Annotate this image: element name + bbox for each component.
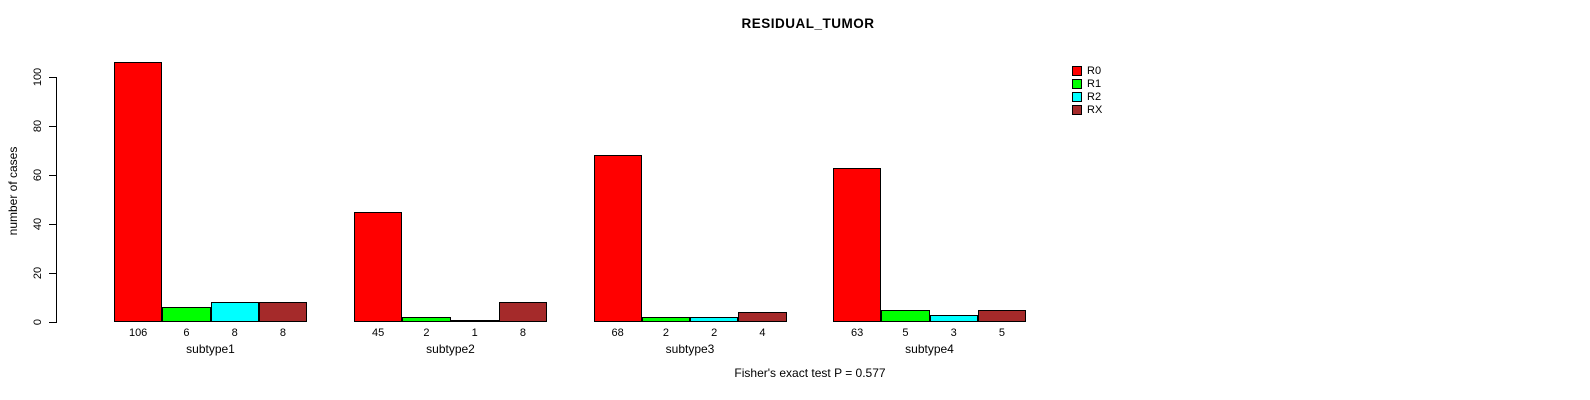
legend-label: R0 [1087,65,1102,77]
bar-r2-subtype3 [690,317,739,322]
bar-r1-subtype3 [641,317,690,322]
legend-item-r1: R1 [1072,78,1102,90]
bar-rx-subtype4 [977,309,1026,322]
bar-r2-subtype1 [210,302,259,322]
y-tick-mark [49,272,57,274]
y-axis [56,77,57,323]
category-label-subtype4: subtype4 [905,342,954,356]
y-tick-label: 80 [32,119,44,133]
y-tick-mark [49,174,57,176]
y-axis-label: number of cases [6,146,20,236]
bar-r1-subtype1 [162,307,211,322]
y-tick-label: 0 [32,318,44,326]
bar-value-label: 8 [231,327,238,339]
legend-item-rx: RX [1072,104,1103,116]
bar-value-label: 6 [183,327,190,339]
fisher-test-annotation: Fisher's exact test P = 0.577 [734,366,886,380]
bar-value-label: 4 [759,327,766,339]
legend-item-r2: R2 [1072,91,1102,103]
y-tick-mark [49,125,57,127]
bar-value-label: 63 [851,327,864,339]
bar-value-label: 3 [950,327,957,339]
bar-value-label: 8 [519,327,526,339]
legend-label: R2 [1087,91,1102,103]
bar-value-label: 8 [279,327,286,339]
bar-r2-subtype4 [929,314,978,322]
legend-label: RX [1087,104,1103,116]
bar-r0-subtype1 [114,62,163,322]
bar-rx-subtype2 [498,302,547,322]
bar-rx-subtype3 [738,312,787,322]
bar-value-label: 1 [471,327,478,339]
bar-r1-subtype2 [402,317,451,322]
bar-r0-subtype2 [354,211,403,322]
legend-swatch-r1 [1072,79,1082,89]
y-tick-label: 60 [32,168,44,182]
legend-label: R1 [1087,78,1102,90]
legend-item-r0: R0 [1072,65,1102,77]
bar-value-label: 2 [662,327,669,339]
category-label-subtype2: subtype2 [426,342,475,356]
bar-value-label: 2 [423,327,430,339]
legend-swatch-rx [1072,105,1082,115]
bar-value-label: 5 [902,327,909,339]
legend: R0 R1 R2 RX [1072,65,1103,116]
y-tick-mark [49,321,57,323]
bar-value-label: 106 [128,327,148,339]
y-tick-label: 40 [32,217,44,231]
legend-swatch-r2 [1072,92,1082,102]
bar-value-label: 2 [711,327,718,339]
y-tick-label: 100 [32,67,44,87]
bar-r2-subtype2 [450,319,499,322]
bar-r1-subtype4 [881,309,930,322]
y-tick-label: 20 [32,266,44,280]
bar-value-label: 68 [611,327,624,339]
legend-swatch-r0 [1072,66,1082,76]
chart-title: RESIDUAL_TUMOR [741,16,875,31]
bar-value-label: 45 [372,327,385,339]
bar-rx-subtype1 [258,302,307,322]
bar-r0-subtype4 [833,167,882,322]
y-tick-mark [49,76,57,78]
bar-r0-subtype3 [593,155,642,322]
bar-value-label: 5 [998,327,1005,339]
category-label-subtype3: subtype3 [665,342,715,356]
category-label-subtype1: subtype1 [186,342,235,356]
y-tick-mark [49,223,57,225]
